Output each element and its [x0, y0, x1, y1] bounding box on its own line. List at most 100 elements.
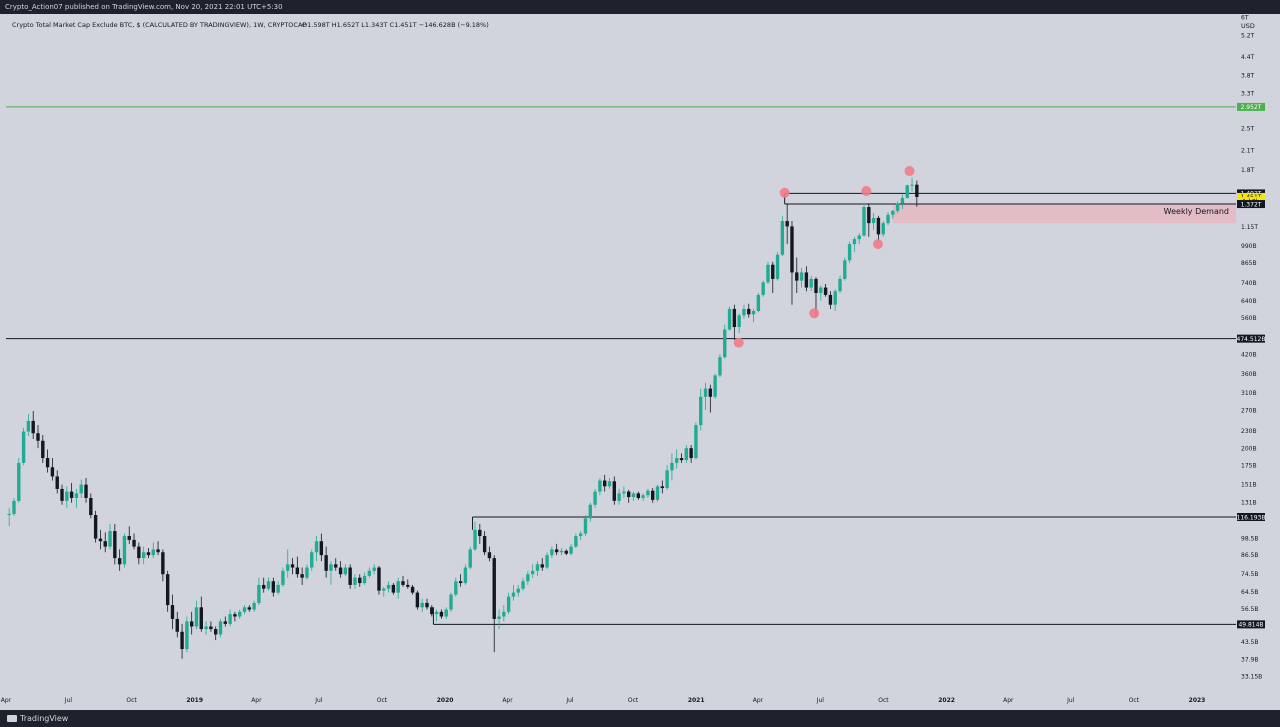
candle[interactable]	[367, 567, 372, 578]
candle[interactable]	[516, 584, 520, 597]
candle[interactable]	[209, 621, 213, 632]
candle[interactable]	[343, 564, 348, 576]
candle[interactable]	[809, 275, 813, 292]
candle[interactable]	[141, 546, 146, 565]
candle[interactable]	[396, 577, 400, 599]
candle[interactable]	[127, 526, 131, 544]
candle[interactable]	[780, 215, 785, 257]
candle[interactable]	[156, 541, 160, 556]
candle[interactable]	[84, 478, 88, 503]
candle[interactable]	[795, 257, 799, 294]
candle[interactable]	[430, 605, 434, 617]
candle[interactable]	[670, 453, 674, 481]
candle[interactable]	[382, 586, 386, 597]
candle[interactable]	[45, 449, 50, 473]
swing-point-marker[interactable]	[733, 337, 744, 348]
candle[interactable]	[708, 384, 713, 413]
candle[interactable]	[146, 547, 151, 559]
candle[interactable]	[439, 609, 444, 619]
candle[interactable]	[867, 203, 871, 237]
candle[interactable]	[463, 564, 468, 585]
candle[interactable]	[569, 543, 573, 556]
candle[interactable]	[540, 558, 544, 571]
candle[interactable]	[660, 480, 665, 494]
candle[interactable]	[276, 581, 280, 595]
candle[interactable]	[689, 445, 693, 463]
candle[interactable]	[434, 609, 439, 622]
candle[interactable]	[881, 221, 885, 237]
candle[interactable]	[26, 413, 31, 437]
candle[interactable]	[607, 478, 612, 489]
candle[interactable]	[910, 177, 914, 192]
candle[interactable]	[852, 236, 857, 252]
candle[interactable]	[391, 583, 396, 595]
swing-point-marker[interactable]	[809, 308, 820, 319]
candle[interactable]	[165, 570, 170, 612]
candle[interactable]	[578, 531, 583, 540]
price-chart[interactable]: Weekly Demand 6T 5.2T 4.4T 3.8T 3.3T 2.5T 2.1T…	[0, 14, 1280, 710]
candle[interactable]	[559, 547, 564, 556]
candle[interactable]	[314, 536, 319, 562]
candle[interactable]	[588, 502, 592, 522]
candle[interactable]	[886, 211, 890, 226]
candle[interactable]	[833, 289, 837, 312]
swing-point-marker[interactable]	[779, 187, 790, 198]
candle[interactable]	[799, 267, 804, 288]
candle[interactable]	[420, 598, 424, 612]
candle[interactable]	[252, 600, 256, 612]
candle[interactable]	[262, 577, 266, 593]
candle[interactable]	[766, 261, 770, 285]
candle[interactable]	[895, 201, 900, 213]
candle[interactable]	[828, 291, 833, 309]
candle[interactable]	[905, 184, 909, 199]
candle[interactable]	[838, 275, 842, 294]
candle[interactable]	[598, 478, 602, 496]
candle[interactable]	[170, 594, 175, 630]
candle[interactable]	[823, 284, 828, 297]
candle[interactable]	[17, 458, 21, 503]
candle[interactable]	[204, 621, 208, 635]
candle[interactable]	[593, 488, 597, 508]
candle[interactable]	[55, 470, 59, 494]
candle[interactable]	[415, 590, 420, 610]
candle[interactable]	[425, 598, 429, 610]
candle[interactable]	[300, 567, 304, 585]
candle[interactable]	[699, 388, 703, 431]
candle[interactable]	[74, 488, 79, 508]
candle[interactable]	[334, 558, 338, 571]
candle[interactable]	[458, 574, 463, 587]
candle[interactable]	[319, 533, 324, 562]
price-axis-label[interactable]: 49.814B	[1237, 620, 1265, 629]
candle[interactable]	[290, 558, 295, 575]
candle[interactable]	[189, 611, 194, 635]
swing-point-marker[interactable]	[904, 166, 915, 177]
candle[interactable]	[819, 285, 823, 301]
candle[interactable]	[185, 616, 189, 653]
candle[interactable]	[257, 577, 261, 606]
candle[interactable]	[194, 600, 199, 630]
candle[interactable]	[694, 422, 698, 460]
candle[interactable]	[113, 523, 117, 565]
candle[interactable]	[703, 382, 708, 411]
candle[interactable]	[247, 605, 252, 612]
candle[interactable]	[7, 507, 11, 527]
candle[interactable]	[69, 482, 74, 503]
candle[interactable]	[756, 293, 761, 313]
candle[interactable]	[117, 549, 122, 571]
candle[interactable]	[723, 324, 727, 359]
candle[interactable]	[444, 607, 448, 619]
candle[interactable]	[228, 609, 232, 627]
candle[interactable]	[626, 489, 631, 503]
price-axis-label[interactable]: 2.952T	[1237, 102, 1265, 111]
candle[interactable]	[132, 533, 136, 550]
candle[interactable]	[646, 488, 650, 498]
candle[interactable]	[65, 486, 69, 508]
candle[interactable]	[295, 556, 300, 578]
candle[interactable]	[742, 304, 746, 319]
candle[interactable]	[545, 552, 549, 570]
candle[interactable]	[358, 574, 362, 587]
candle[interactable]	[747, 303, 751, 318]
candle[interactable]	[679, 453, 684, 463]
candle[interactable]	[348, 564, 352, 589]
candle[interactable]	[915, 180, 919, 207]
